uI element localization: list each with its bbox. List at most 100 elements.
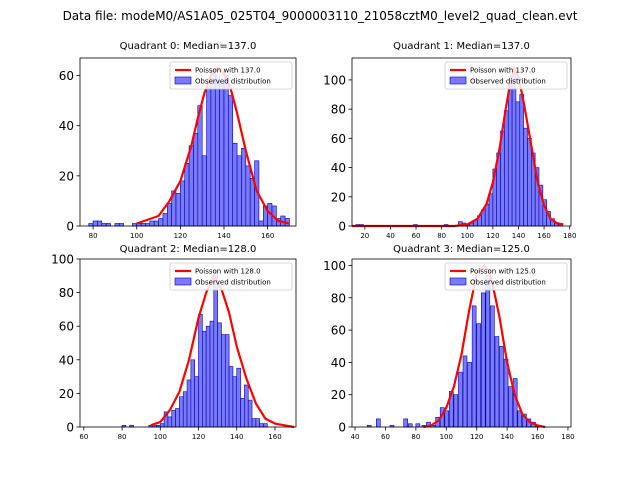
histogram-bar	[153, 220, 159, 227]
histogram-bar	[255, 418, 260, 428]
histogram-bar	[241, 147, 247, 227]
histogram-bar	[188, 145, 194, 227]
legend-box	[444, 262, 568, 291]
histogram-bar	[467, 362, 472, 428]
histogram-bar	[476, 323, 481, 428]
histogram-bar	[194, 376, 199, 428]
histogram-bars	[88, 70, 290, 227]
histogram-bar	[258, 220, 264, 227]
legend-entry-poisson: Poisson with 128.0	[195, 268, 261, 276]
x-tick-label: 60	[79, 433, 88, 441]
histogram-bar	[527, 138, 532, 227]
x-tick-label: 120	[192, 433, 205, 441]
chart-title: Quadrant 0: Median=137.0	[120, 41, 257, 52]
histogram-bar	[180, 180, 186, 227]
histogram-bar	[159, 423, 165, 428]
histogram-bar	[236, 367, 241, 428]
y-tick-label: 100	[323, 259, 346, 273]
histogram-bar	[415, 423, 421, 428]
histogram-bar	[210, 70, 216, 227]
histogram-bar	[149, 220, 155, 227]
histogram-bar	[515, 101, 521, 227]
x-tick-label: 80	[118, 433, 127, 441]
y-tick-label: 40	[59, 119, 74, 133]
histogram-bar	[221, 334, 226, 428]
y-tick-label: 100	[323, 73, 346, 87]
x-tick-label: 60	[412, 232, 421, 240]
y-tick-label: 0	[338, 421, 346, 435]
histogram-bar	[175, 408, 180, 428]
histogram-bar	[485, 274, 491, 428]
histogram-bar	[480, 292, 486, 428]
legend-entry-observed: Observed distribution	[470, 78, 546, 86]
histogram-bar	[213, 270, 218, 428]
histogram-bar	[232, 142, 238, 227]
histogram-bar	[217, 322, 222, 428]
histogram-bar	[494, 336, 500, 428]
x-tick-label: 140	[512, 232, 525, 240]
legend-entry-observed: Observed distribution	[470, 279, 546, 287]
histogram-bar	[453, 394, 459, 428]
y-tick-label: 60	[59, 320, 74, 334]
legend-entry-poisson: Poisson with 137.0	[195, 67, 261, 75]
x-tick-label: 140	[230, 433, 243, 441]
y-tick-label: 100	[51, 253, 74, 267]
x-tick-label: 80	[411, 433, 420, 441]
histogram-bar	[214, 75, 220, 227]
y-tick-label: 20	[331, 190, 346, 204]
histogram-bar	[198, 314, 203, 428]
histogram-bar	[504, 110, 509, 227]
x-tick-label: 160	[261, 232, 274, 240]
histogram-bar	[179, 396, 184, 428]
y-tick-label: 60	[59, 69, 74, 83]
histogram-bars	[121, 270, 268, 428]
histogram-bar	[206, 87, 212, 227]
x-tick-label: 100	[440, 433, 453, 441]
histogram-bar	[166, 203, 172, 227]
legend-entry-observed: Observed distribution	[195, 279, 271, 287]
histogram-bar	[158, 218, 164, 227]
histogram-bar	[190, 359, 195, 428]
histogram-bars	[366, 274, 541, 428]
histogram-bar	[245, 165, 251, 227]
y-tick-label: 60	[331, 324, 346, 338]
legend: Poisson with 128.0 Observed distribution	[169, 262, 293, 291]
axes-frame	[351, 57, 572, 227]
histogram-bar	[171, 409, 176, 428]
histogram-bar	[240, 398, 245, 428]
legend: Poisson with 137.0 Observed distribution	[169, 61, 293, 90]
legend-bar-swatch	[449, 76, 467, 85]
histogram-bar	[259, 423, 264, 428]
x-tick-label: 120	[174, 232, 187, 240]
x-tick-label: 80	[437, 232, 446, 240]
histogram-bar	[507, 83, 513, 227]
histogram-bar	[228, 95, 234, 227]
x-tick-label: 180	[563, 232, 576, 240]
x-tick-label: 160	[268, 433, 281, 441]
histogram-bar	[175, 193, 181, 227]
legend: Poisson with 125.0 Observed distribution	[444, 262, 568, 291]
histogram-bar	[488, 193, 494, 227]
histogram-bar	[184, 163, 190, 227]
histogram-bar	[197, 105, 203, 227]
axes-frame	[351, 258, 572, 428]
x-tick-label: 80	[89, 232, 98, 240]
legend-bar-swatch	[449, 277, 467, 286]
histogram-bar	[224, 334, 230, 428]
histogram-bar	[223, 75, 229, 227]
y-tick-label: 60	[331, 132, 346, 146]
histogram-bar	[193, 132, 199, 227]
histogram-bar	[247, 399, 253, 428]
histogram-bar	[462, 355, 468, 428]
histogram-bar	[263, 423, 268, 428]
x-tick-label: 60	[381, 433, 390, 441]
legend-box	[169, 61, 293, 90]
histogram-bar	[232, 376, 238, 428]
histogram-bar	[508, 386, 513, 428]
histogram-bar	[209, 320, 215, 428]
histogram-bar	[167, 416, 173, 428]
y-tick-label: 20	[59, 387, 74, 401]
histogram-bar	[228, 366, 234, 428]
histogram-bar	[202, 330, 207, 428]
x-tick-label: 140	[217, 232, 230, 240]
